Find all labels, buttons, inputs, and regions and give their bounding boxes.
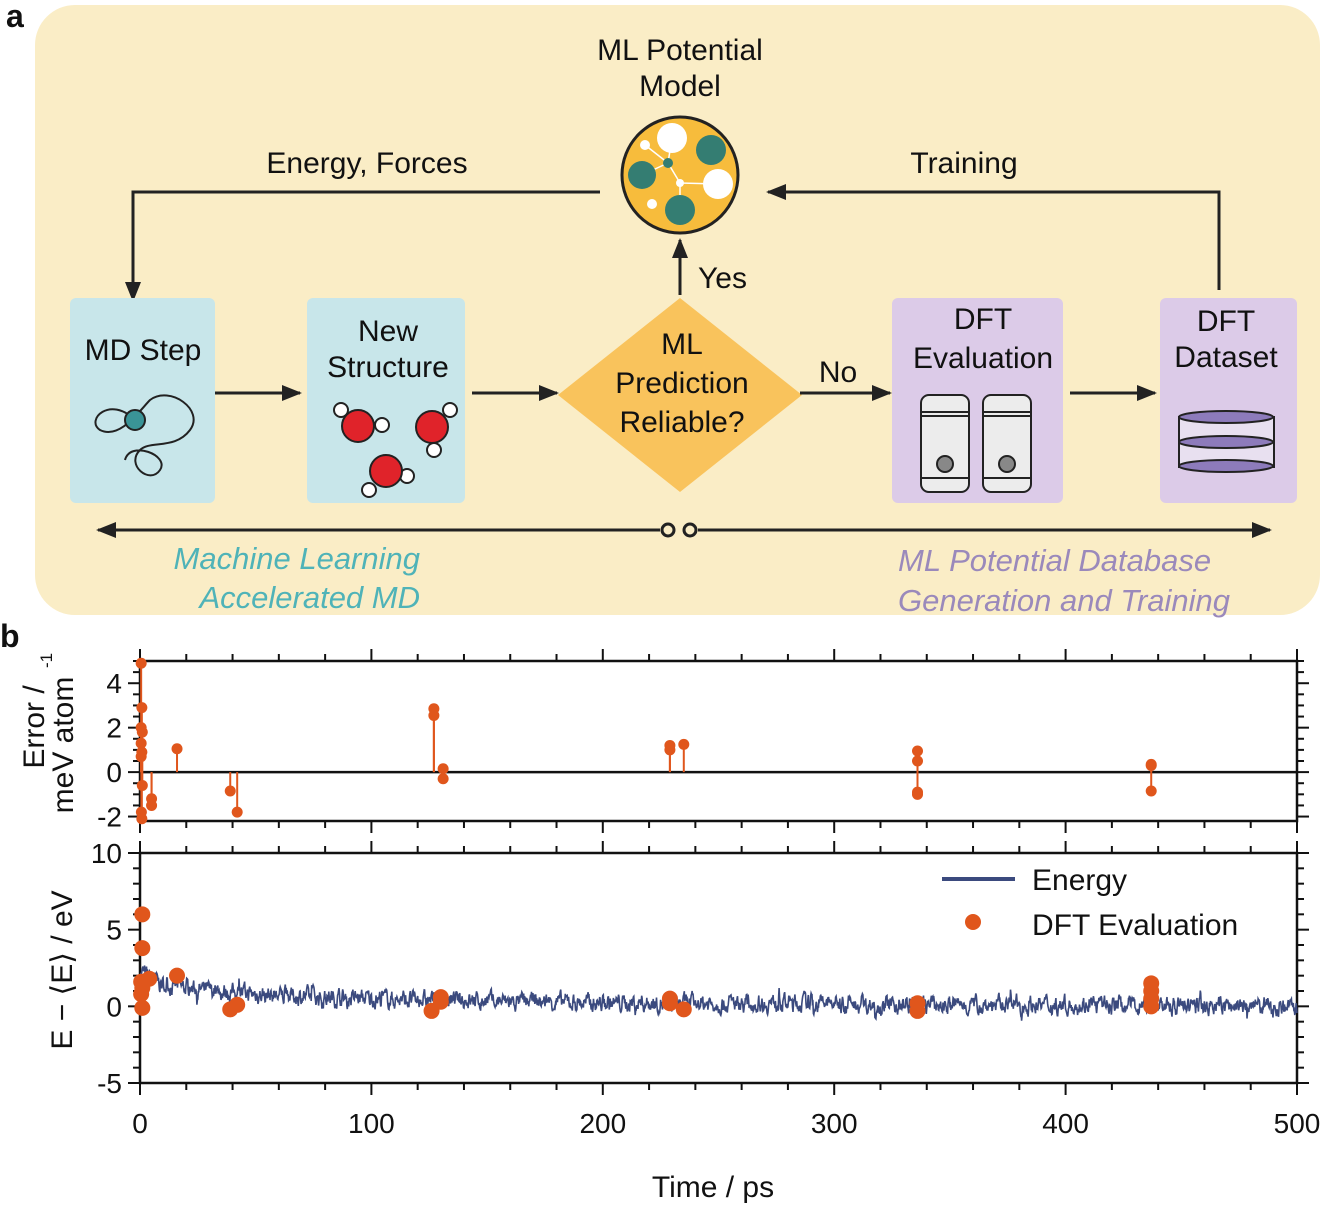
- dft-evaluation-point: [909, 1002, 926, 1019]
- y-tick-label: 4: [106, 668, 122, 699]
- md-trajectory-icon: [94, 394, 195, 477]
- dft-evaluation-point: [134, 999, 151, 1016]
- error-point: [912, 755, 924, 767]
- md-step-label: MD Step: [85, 334, 202, 367]
- y-tick-label: 0: [106, 991, 122, 1022]
- error-ylabel-exponent: -1: [37, 653, 56, 668]
- error-ylabel-1: Error /: [18, 685, 51, 769]
- y-tick-label: -2: [97, 802, 122, 833]
- new-structure-label-2: Structure: [327, 351, 449, 384]
- server-icon: [920, 394, 1032, 493]
- panel-label-a: a: [6, 0, 24, 34]
- error-point: [135, 737, 147, 749]
- error-point: [664, 744, 676, 756]
- error-point: [224, 785, 236, 797]
- y-tick-label: 10: [91, 838, 122, 869]
- model-title-1: ML Potential: [597, 34, 763, 67]
- error-point: [912, 788, 924, 800]
- dft-evaluation-point: [1143, 998, 1160, 1015]
- no-label: No: [819, 356, 857, 389]
- x-tick-label: 200: [579, 1108, 626, 1139]
- error-point: [136, 702, 148, 714]
- energy-forces-label: Energy, Forces: [266, 147, 467, 180]
- error-point: [146, 799, 158, 811]
- panel-label-b: b: [0, 618, 20, 654]
- dft-dataset-label-1: DFT: [1197, 305, 1255, 338]
- left-caption-2: Accelerated MD: [197, 580, 420, 615]
- dft-evaluation-point: [432, 989, 449, 1006]
- decision-label-3: Reliable?: [619, 406, 744, 439]
- plot-frame: [138, 659, 1299, 823]
- error-point: [428, 709, 440, 721]
- training-label: Training: [910, 147, 1017, 180]
- plot-frame: [138, 851, 1299, 1085]
- x-tick-label: 400: [1042, 1108, 1089, 1139]
- training-arrow: [766, 184, 1221, 290]
- time-xlabel: Time / ps: [652, 1171, 774, 1204]
- error-point: [136, 726, 148, 738]
- dft-evaluation-point: [134, 940, 151, 957]
- error-ylabel-2: meV atom: [47, 677, 80, 814]
- x-tick-label: 300: [811, 1108, 858, 1139]
- legend-energy-label: Energy: [1032, 864, 1127, 897]
- error-point: [912, 745, 924, 757]
- range-node-right: [682, 522, 698, 538]
- new-structure-label-1: New: [358, 315, 418, 348]
- dft-evaluation-label-1: DFT: [954, 303, 1012, 336]
- water-molecules-icon: [333, 402, 458, 498]
- error-plot: 4 2 0 -2: [97, 649, 1309, 833]
- y-tick-label: 5: [106, 915, 122, 946]
- dft-evaluation-point: [675, 1001, 692, 1018]
- error-point: [437, 763, 449, 775]
- y-tick-label: 0: [106, 757, 122, 788]
- x-tick-label: 100: [348, 1108, 395, 1139]
- legend-dft-label: DFT Evaluation: [1032, 909, 1238, 942]
- x-tick-label: 0: [132, 1108, 148, 1139]
- dft-evaluation-point: [229, 996, 246, 1013]
- decision-label-2: Prediction: [615, 367, 748, 400]
- md-step-box: [70, 298, 215, 503]
- decision-label-1: ML: [661, 328, 703, 361]
- right-caption-1: ML Potential Database: [898, 543, 1211, 578]
- energy-forces-arrow: [125, 190, 600, 302]
- dft-evaluation-point: [661, 995, 678, 1012]
- error-point: [437, 773, 449, 785]
- error-point: [678, 738, 690, 750]
- error-point: [135, 657, 147, 669]
- dft-dataset-label-2: Dataset: [1174, 341, 1278, 374]
- y-tick-label: -5: [97, 1068, 122, 1099]
- error-point: [1145, 759, 1157, 771]
- dft-evaluation-point: [134, 906, 151, 923]
- ml-model-icon: [620, 115, 740, 235]
- dft-evaluation-label-2: Evaluation: [913, 342, 1053, 375]
- new-structure-box: [307, 298, 465, 503]
- error-point: [1145, 785, 1157, 797]
- energy-line: [139, 965, 1298, 1022]
- error-point: [171, 743, 183, 755]
- right-caption-2: Generation and Training: [898, 583, 1230, 618]
- left-caption-1: Machine Learning: [174, 541, 420, 576]
- x-tick-label: 500: [1274, 1108, 1321, 1139]
- error-point: [231, 806, 243, 818]
- yes-label: Yes: [698, 262, 747, 295]
- error-point: [136, 813, 148, 825]
- y-tick-label: 2: [106, 713, 122, 744]
- energy-ylabel: E − ⟨E⟩ / eV: [46, 890, 79, 1049]
- database-icon: [1178, 410, 1275, 473]
- decision-diamond: [558, 298, 802, 492]
- energy-plot: 10 5 0 -5 0 100 200 300 400 500: [91, 838, 1321, 1139]
- dft-evaluation-point: [141, 970, 158, 987]
- model-title-2: Model: [639, 70, 721, 103]
- dft-evaluation-point: [169, 967, 186, 984]
- legend-dft-swatch: [965, 914, 981, 930]
- atom-icon: [124, 409, 146, 431]
- error-point: [135, 751, 147, 763]
- range-node-left: [660, 522, 676, 538]
